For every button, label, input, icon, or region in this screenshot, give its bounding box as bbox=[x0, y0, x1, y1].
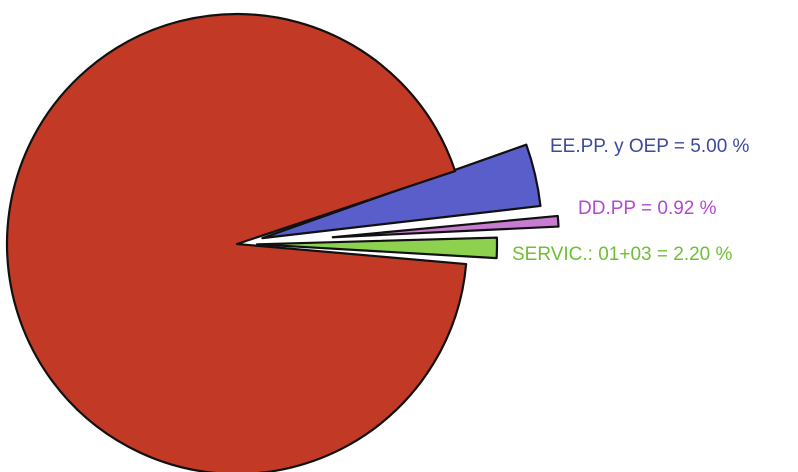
pie-slice-4 bbox=[5, 12, 468, 472]
pie-labels: EE.PP. y OEP = 5.00 % DD.PP = 0.92 % SERVI… bbox=[512, 136, 750, 265]
pie-slice-label-2: DD.PP = 0.92 % bbox=[578, 198, 717, 219]
pie-slice-3 bbox=[255, 236, 499, 260]
pie-slice-2 bbox=[331, 214, 560, 239]
pie-slices bbox=[5, 12, 560, 472]
pie-slice-label-3: SERVIC.: 01+03 = 2.20 % bbox=[512, 244, 733, 265]
pie-slice-1 bbox=[261, 143, 542, 240]
pie-slice-label-1: EE.PP. y OEP = 5.00 % bbox=[550, 136, 750, 157]
